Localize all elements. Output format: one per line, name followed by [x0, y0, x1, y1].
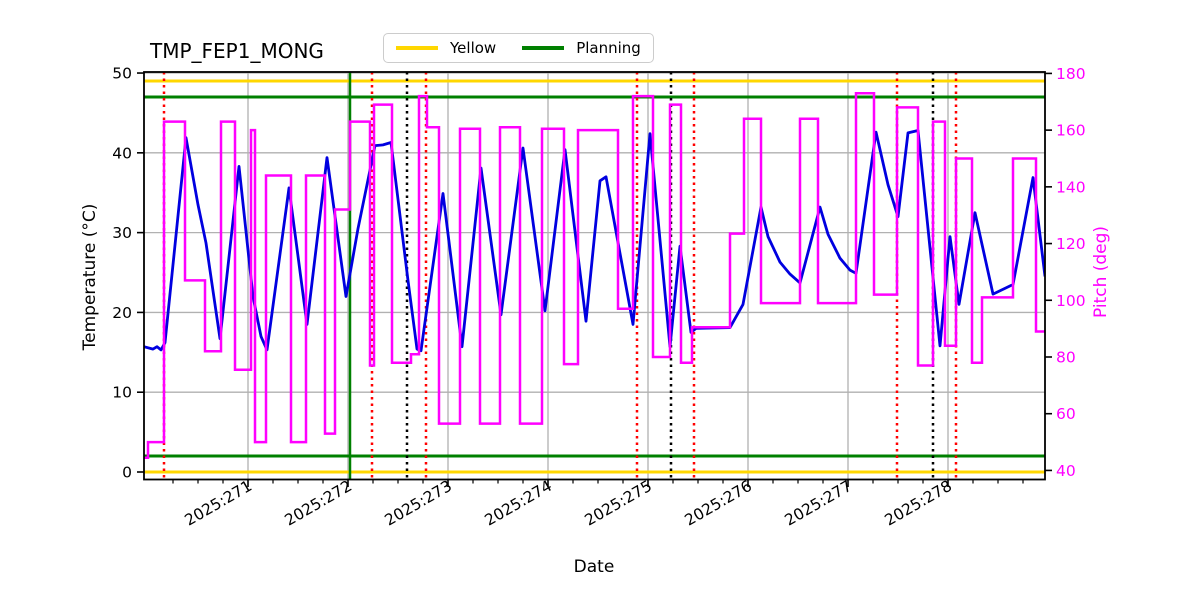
- y-right-tick-label: 100: [1056, 292, 1086, 310]
- y-left-tick-label: 10: [112, 384, 132, 402]
- legend: Yellow Planning: [383, 33, 654, 63]
- axes-spines: [143, 71, 1046, 481]
- y-axis-label-right: Pitch (deg): [1091, 226, 1111, 318]
- x-tick-label: 2025:271: [182, 477, 255, 530]
- y-left-tick-label: 40: [112, 144, 132, 162]
- y-right-tick-label: 80: [1056, 348, 1076, 366]
- yellow-line-swatch: [396, 46, 438, 50]
- y-right-tick-label: 180: [1056, 65, 1086, 83]
- x-tick-label: 2025:278: [882, 477, 955, 530]
- temperature-line: [144, 129, 1045, 353]
- y-left-tick-label: 50: [112, 65, 132, 83]
- planning-line-swatch: [522, 46, 565, 50]
- legend-label-yellow: Yellow: [450, 39, 497, 57]
- y-right-tick-label: 40: [1056, 462, 1076, 480]
- legend-item-planning: Planning: [522, 39, 641, 57]
- plot-area: 2025:271 2025:272 2025:273 2025:274 2025:275…: [112, 65, 1085, 530]
- x-tick-label: 2025:276: [682, 477, 755, 530]
- x-tick-label: 2025:275: [582, 477, 655, 530]
- y-axis-label-left: Temperature (°C): [80, 204, 100, 352]
- x-axis-label: Date: [574, 557, 615, 577]
- y-right-tick-label: 160: [1056, 122, 1086, 140]
- x-tick-label: 2025:273: [382, 477, 455, 530]
- legend-label-planning: Planning: [576, 39, 641, 57]
- pitch-line: [144, 92, 1045, 459]
- x-tick-label: 2025:272: [282, 477, 355, 530]
- chart-title: TMP_FEP1_MONG: [149, 39, 324, 63]
- y-right-tick-label: 120: [1056, 235, 1086, 253]
- y-left-tick-label: 20: [112, 304, 132, 322]
- y-right-tick-label: 60: [1056, 405, 1076, 423]
- y-left-tick-label: 30: [112, 224, 132, 242]
- y-left-tick-label: 0: [122, 463, 132, 481]
- x-tick-label: 2025:277: [782, 477, 855, 530]
- x-tick-label: 2025:274: [482, 477, 555, 530]
- legend-item-yellow: Yellow: [396, 39, 496, 57]
- y-right-tick-label: 140: [1056, 178, 1086, 196]
